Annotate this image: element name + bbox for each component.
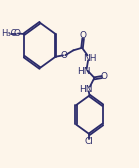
Text: HN: HN [80,86,93,94]
Text: O: O [61,51,68,60]
Text: H₃C: H₃C [1,29,16,37]
Text: O: O [101,72,108,81]
Text: HN: HN [77,67,90,76]
Text: NH: NH [83,54,97,63]
Text: O: O [13,29,20,38]
Text: Cl: Cl [85,137,94,146]
Text: O: O [80,31,87,40]
